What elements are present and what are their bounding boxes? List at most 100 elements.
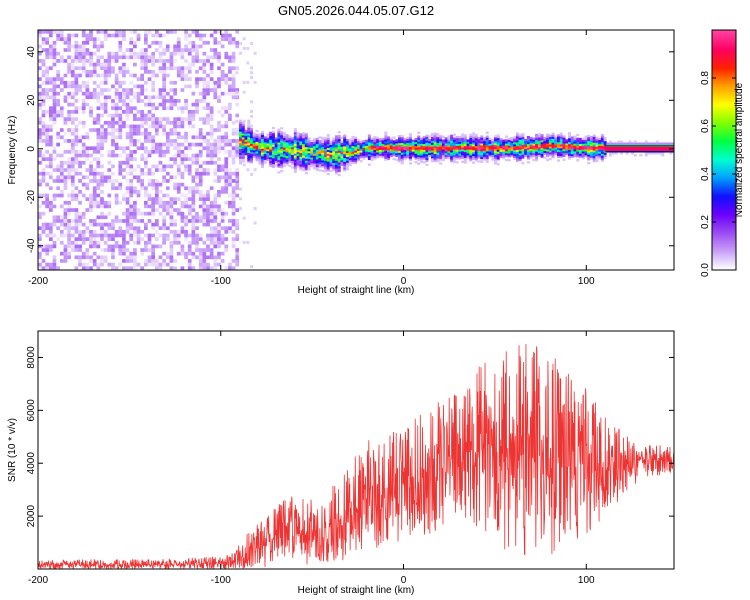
spectrogram-noise-cell [165, 171, 170, 176]
spectrogram-noise-cell [96, 146, 101, 151]
spectrogram-noise-cell [173, 230, 177, 234]
spectrogram-noise-cell [125, 215, 130, 220]
spectrogram-noise-cell [147, 168, 152, 172]
spectrogram-signal-cell [329, 142, 333, 146]
spectrogram-noise-cell [63, 226, 68, 231]
spectrogram-signal-cell [266, 143, 270, 146]
spectrogram-signal-cell [504, 154, 508, 158]
spectrogram-signal-cell [433, 142, 437, 145]
spectrogram-signal-cell [252, 144, 256, 147]
spectrogram-noise-cell [165, 233, 170, 238]
spectrogram-signal-cell [313, 153, 317, 156]
spectrogram-noise-cell [74, 80, 79, 85]
spectrogram-noise-cell [125, 113, 130, 118]
spectrogram-signal-cell [384, 131, 388, 134]
spectrogram-noise-cell [114, 55, 119, 60]
spectrogram-noise-cell [165, 200, 170, 205]
spectrogram-signal-cell [557, 136, 561, 139]
spectrogram-signal-cell [241, 129, 245, 132]
spectrogram-noise-cell [173, 146, 177, 151]
spectrogram-noise-cell [125, 160, 130, 165]
spectrogram-noise-cell [85, 40, 90, 45]
spectrogram-noise-cell [81, 110, 86, 114]
spectrogram-noise-cell [209, 124, 214, 129]
spectrogram-noise-cell [180, 153, 185, 158]
spectrogram-signal-cell [318, 169, 322, 172]
spectrogram-signal-cell [551, 144, 555, 147]
spectrogram-signal-cell [433, 140, 437, 143]
spectrogram-noise-cell [122, 266, 126, 270]
spectrogram-signal-cell [266, 133, 270, 136]
spectrogram-signal-cell [307, 152, 311, 156]
spectrogram-signal-cell [510, 138, 514, 142]
spectrogram-signal-cell [296, 161, 300, 164]
spectrogram-signal-cell [411, 145, 415, 148]
spectrogram-noise-cell [169, 128, 174, 132]
spectrogram-signal-cell [392, 150, 396, 153]
spectrogram-noise-cell [206, 88, 210, 92]
spectrogram-noise-cell [154, 179, 159, 183]
spectrogram-signal-cell [359, 156, 363, 159]
spectrogram-signal-cell [515, 143, 519, 147]
spectrogram-noise-cell [209, 146, 214, 151]
spectrogram-noise-cell [114, 77, 119, 81]
spectrogram-noise-cell [133, 168, 137, 172]
spectrogram-signal-cell [247, 127, 251, 130]
spectrogram-signal-cell [532, 152, 536, 156]
spectrogram-signal-cell [239, 119, 243, 122]
spectrogram-signal-cell [398, 138, 402, 142]
spectrogram-noise-cell [206, 168, 210, 172]
spectrogram-noise-cell [63, 200, 68, 205]
spectrogram-noise-cell [85, 237, 90, 241]
spectrogram-signal-cell [307, 166, 311, 169]
spectrogram-noise-cell [206, 106, 210, 111]
spectrogram-noise-cell [89, 204, 93, 209]
spectrogram-noise-cell [125, 240, 130, 245]
spectrogram-noise-cell [89, 222, 93, 227]
spectrogram-noise-cell [118, 168, 123, 172]
spectrogram-signal-cell [557, 141, 561, 145]
spectrogram-noise-cell [96, 99, 101, 103]
spectrogram-signal-cell [578, 145, 582, 148]
spectrogram-noise-cell [173, 259, 177, 263]
spectrogram-noise-cell [206, 113, 210, 118]
spectrogram-noise-cell [224, 164, 229, 169]
spectrogram-noise-cell [67, 237, 71, 241]
spectrogram-noise-cell [133, 128, 137, 132]
spectrogram-noise-cell [129, 168, 134, 172]
colorbar-segment [712, 262, 736, 265]
spectrogram-signal-cell [573, 141, 577, 144]
spectrogram-noise-cell [173, 153, 177, 158]
spectrogram-noise-cell [220, 77, 225, 81]
spectrogram-signal-cell [507, 155, 511, 158]
spectrogram-signal-cell [425, 146, 429, 149]
spectrogram-noise-cell [176, 106, 181, 111]
spectrogram-noise-cell [125, 131, 130, 136]
spectrogram-signal-cell [299, 158, 303, 161]
spectrogram-signal-cell [565, 139, 569, 142]
spectrogram-signal-cell [269, 149, 273, 152]
spectrogram-noise-cell [74, 266, 79, 270]
spectrogram-noise-cell [67, 233, 71, 238]
spectrogram-signal-cell [326, 161, 330, 164]
spectrogram-noise-cell [202, 62, 207, 67]
spectrogram-signal-cell [296, 140, 300, 143]
spectrogram-noise-cell [74, 171, 79, 176]
spectrogram-noise-cell [162, 153, 166, 158]
spectrogram-noise-cell [41, 120, 46, 125]
spectrogram-noise-cell [195, 211, 199, 216]
spectrogram-noise-cell [162, 215, 166, 220]
spectrogram-noise-cell [184, 157, 188, 161]
spectrogram-noise-cell [45, 164, 50, 169]
spectrogram-noise-cell [114, 91, 119, 96]
spectrogram-noise-cell [213, 215, 218, 220]
spectrogram-signal-cell [345, 154, 349, 157]
spectrogram-noise-cell [70, 117, 75, 121]
spectrogram-noise-cell [206, 190, 210, 194]
spectrogram-noise-cell [235, 119, 239, 123]
spectrogram-noise-cell [118, 99, 123, 103]
spectrogram-noise-cell [96, 37, 101, 41]
spectrogram-signal-cell [570, 150, 574, 153]
spectrogram-signal-cell [365, 153, 369, 156]
spectrogram-noise-cell [41, 59, 46, 63]
